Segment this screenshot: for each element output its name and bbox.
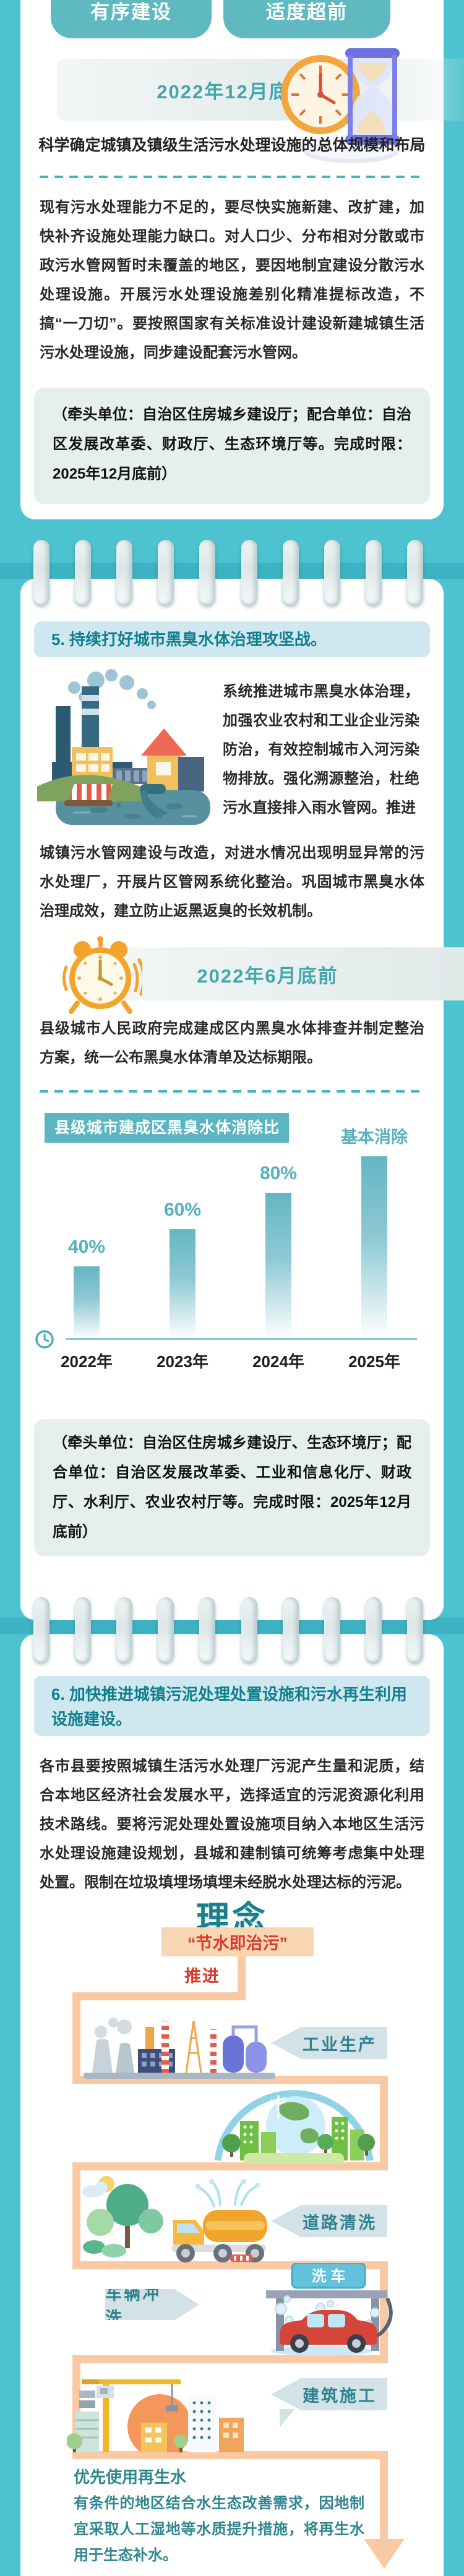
clock-hourglass-icon xyxy=(281,48,400,163)
chart-bar-2025年 xyxy=(361,1156,387,1339)
factory-pollution-illustration xyxy=(37,669,210,825)
alarm-clock-icon xyxy=(62,936,142,1014)
flow-path-segment xyxy=(72,2355,388,2363)
dashed-divider xyxy=(40,1090,424,1093)
binder-ring-icon xyxy=(75,540,92,605)
deadline-text: 2022年6月底前 xyxy=(197,965,338,987)
binder-ring-icon xyxy=(324,540,340,605)
flow-path-segment xyxy=(72,2162,388,2170)
tag-orderly-construction: 有序建设 xyxy=(51,0,212,38)
binder-ring-icon xyxy=(241,540,257,605)
flow-path-segment xyxy=(72,1992,80,2084)
chart-value-label: 基本消除 xyxy=(341,1128,408,1146)
binder-ring-icon xyxy=(365,540,382,605)
binder-ring-icon xyxy=(406,540,423,605)
chart-value-label: 60% xyxy=(163,1200,202,1220)
binder-ring-icon xyxy=(158,1597,174,1662)
binder-ring-icon xyxy=(116,540,133,605)
tag-label: 适度超前 xyxy=(266,1,348,23)
flow-path-segment xyxy=(380,2451,388,2541)
chart-category-label: 2024年 xyxy=(252,1352,304,1371)
car-wash-sign-text: 洗 车 xyxy=(312,2267,346,2285)
binder-ring-icon xyxy=(406,1597,423,1662)
binder-ring-icon xyxy=(282,540,299,605)
chart-title: 县级城市建成区黑臭水体消除比例 xyxy=(45,1113,289,1166)
binder-ring-icon xyxy=(282,1597,299,1662)
chart-bar-2023年 xyxy=(170,1229,195,1339)
section-5-heading: 5. 持续打好城市黑臭水体治理攻坚战。 xyxy=(34,621,430,657)
industry-illustration xyxy=(84,2018,275,2079)
arrow-tail xyxy=(280,2409,294,2428)
flow-arrow-industry: 工业生产 xyxy=(271,2027,387,2059)
chart-value-label: 80% xyxy=(259,1163,298,1184)
binder-ring-icon xyxy=(324,1597,340,1662)
sec5-body-full: 城镇污水管网建设与改造，对进水情况出现明显异常的污水处理厂，开展片区管网系统化整… xyxy=(40,845,424,919)
binder-ring-icon xyxy=(158,540,174,605)
flow-path-segment xyxy=(72,2451,388,2459)
flow-label: 工业生产 xyxy=(303,2035,377,2054)
binder-ring-icon xyxy=(199,1597,216,1662)
dashed-divider xyxy=(40,176,424,178)
tag-label: 有序建设 xyxy=(90,1,172,23)
flow-label: 车辆冲洗 xyxy=(105,2285,161,2327)
chart-category-label: 2022年 xyxy=(61,1352,113,1371)
sec4-body: 现有污水处理能力不足的，要尽快实施新建、改扩建，加快补齐设施处理能力缺口。对人口… xyxy=(40,199,424,361)
sec4-intro: 科学确定城镇及镇级生活污水处理设施的总体规模和布局 xyxy=(38,137,426,154)
binder-ring-icon xyxy=(75,1597,92,1662)
binder-ring-icon xyxy=(241,1597,257,1662)
sec5-body-right: 系统推进城市黑臭水体治理，加强农业农村和工业企业污染防治，有效控制城市入河污染物… xyxy=(223,683,419,816)
deadline-banner-2022-06: 2022年6月底前 xyxy=(121,947,464,1000)
spiral-binding-row xyxy=(33,1597,423,1662)
flow-path-segment xyxy=(380,2076,388,2170)
tag-moderately-ahead: 适度超前 xyxy=(223,0,390,38)
chart-category-label: 2025年 xyxy=(348,1352,400,1371)
spiral-binding-row xyxy=(33,540,423,605)
sec6-body: 各市县要按照城镇生活污水处理厂污泥产生量和泥质，结合本地区经济社会发展水平，选择… xyxy=(40,1758,424,1891)
binder-ring-icon xyxy=(365,1597,382,1662)
binder-ring-icon xyxy=(33,1597,49,1662)
flow-path-segment xyxy=(72,2162,80,2269)
binder-ring-icon xyxy=(116,1597,133,1662)
flow-path-segment xyxy=(380,2261,388,2363)
flow-path-segment xyxy=(72,1992,246,2000)
green-city-illustration xyxy=(214,2090,375,2164)
slogan-box: “节水即治污” xyxy=(161,1927,314,1956)
flow-label: 建筑施工 xyxy=(303,2386,377,2405)
chart-bar-2024年 xyxy=(265,1193,291,1339)
clock-icon xyxy=(35,1330,54,1349)
promote-label: 推进 xyxy=(184,1967,220,1985)
binder-ring-icon xyxy=(199,540,216,605)
flow-down-arrow-icon xyxy=(364,2539,405,2569)
reuse-title: 优先使用再生水 xyxy=(74,2468,187,2486)
chart-axis-line xyxy=(66,1338,417,1340)
sec5-body2: 县级城市人民政府完成建成区内黑臭水体排查并制定整治方案，统一公布黑臭水体清单及达… xyxy=(40,1020,424,1066)
flow-path-segment xyxy=(238,1956,246,1994)
chart-bar-2022年 xyxy=(74,1266,100,1339)
flow-label: 道路清洗 xyxy=(303,2213,377,2232)
binder-ring-icon xyxy=(33,540,49,605)
construction-site-illustration xyxy=(67,2379,244,2452)
road-cleaning-truck-illustration xyxy=(82,2176,267,2263)
reuse-body: 有条件的地区结合水生态改善需求，因地制宜采取人工湿地等水质提升措施，将再生水用于… xyxy=(74,2495,364,2564)
bar-chart: 40% 2022年 60% 2023年 80% 2024年 基本消除 2025年 xyxy=(0,1128,464,1371)
chart-value-label: 40% xyxy=(67,1237,106,1257)
sec5-unit-note: （牵头单位：自治区住房城乡建设厅、生态环境厅；配合单位：自治区发展改革委、工业和… xyxy=(34,1419,430,1556)
car-wash-illustration: 洗 车 xyxy=(266,2263,393,2356)
section-6-heading: 6. 加快推进城镇污泥处理处置设施和污水再生利用设施建设。 xyxy=(34,1676,430,1736)
chart-category-label: 2023年 xyxy=(157,1352,208,1371)
sec4-unit-note: （牵头单位：自治区住房城乡建设厅；配合单位：自治区发展改革委、财政厅、生态环境厅… xyxy=(34,388,430,504)
